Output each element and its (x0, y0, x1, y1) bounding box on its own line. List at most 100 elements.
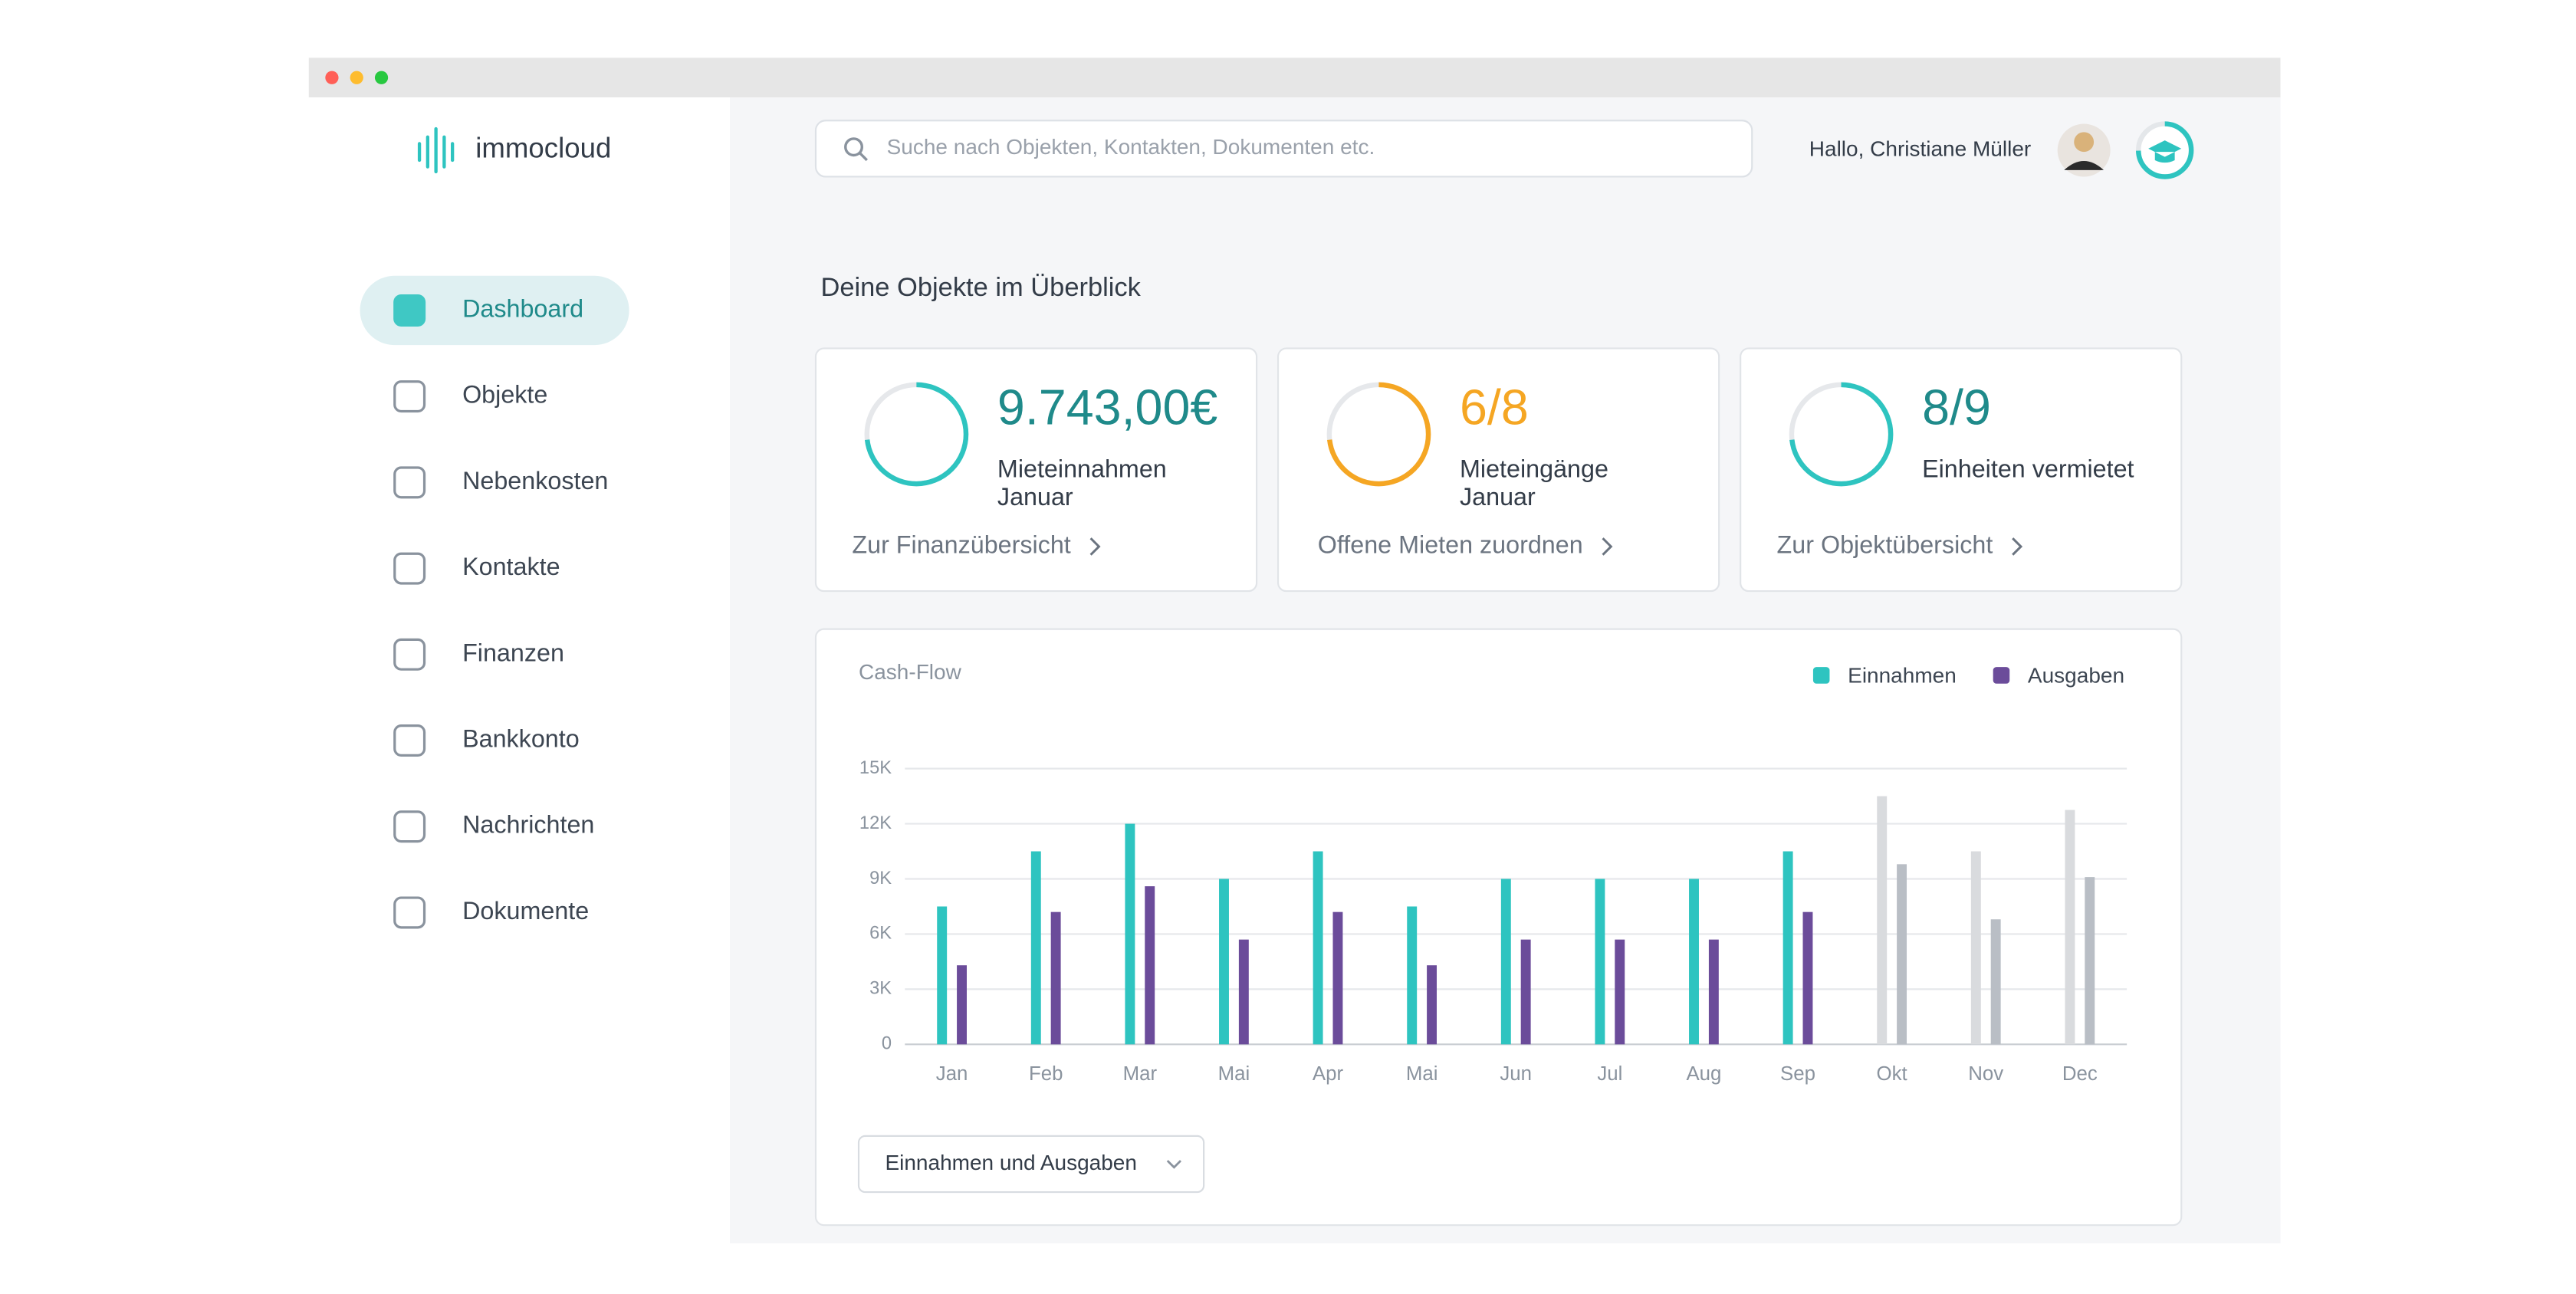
section-heading: Deine Objekte im Überblick (820, 273, 1141, 302)
card-link-chevron (1602, 537, 1613, 556)
nav-label[interactable]: Nachrichten (462, 811, 594, 839)
sidebar (308, 97, 730, 1243)
legend-swatch (1812, 667, 1830, 684)
chart-title: Cash-Flow (859, 660, 962, 684)
card-value: 8/9 (1922, 379, 1991, 435)
card-link-chevron (2012, 537, 2023, 556)
search-icon-handle (859, 153, 868, 162)
x-tick-label: Feb (1029, 1063, 1063, 1085)
nav-label[interactable]: Nebenkosten (462, 467, 608, 494)
card-value: 9.743,00€ (997, 379, 1217, 435)
x-tick-label: Mai (1218, 1063, 1250, 1085)
bar (1595, 879, 1605, 1045)
nav-icon[interactable] (393, 896, 426, 929)
maximize-dot[interactable] (374, 71, 389, 84)
bar (1970, 851, 1981, 1045)
nav-label[interactable]: Bankkonto (462, 725, 580, 753)
y-tick-label: 12K (859, 813, 892, 833)
logo (417, 126, 455, 174)
bar (1897, 864, 1907, 1045)
bar (1615, 939, 1625, 1045)
nav-icon[interactable] (393, 380, 426, 413)
bar (1050, 911, 1061, 1045)
bar (1238, 939, 1249, 1045)
dropdown-chevron (1166, 1160, 1181, 1169)
bar (1520, 939, 1531, 1045)
card-link[interactable]: Offene Mieten zuordnen (1318, 530, 1583, 558)
bar (1219, 879, 1229, 1045)
card-label: Mieteingänge (1460, 455, 1608, 482)
x-tick-label: Nov (1968, 1063, 2003, 1085)
card-label: Einheiten vermietet (1922, 455, 2134, 482)
bar (1689, 879, 1699, 1045)
nav-label[interactable]: Dokumente (462, 897, 589, 925)
cash-flow-chart: Cash-Flow Einnahmen Ausgaben 0 3K 6K 9K 12K 15K J… (859, 660, 2128, 1085)
card-value: 6/8 (1460, 379, 1529, 435)
y-tick-label: 15K (859, 758, 892, 778)
card-link-chevron (1089, 537, 1101, 556)
nav-icon[interactable] (393, 466, 426, 499)
legend-swatch (1993, 667, 2010, 684)
summary-card (1277, 347, 1720, 593)
card-label: Januar (1460, 483, 1536, 511)
bar (1708, 939, 1719, 1045)
x-tick-label: Aug (1686, 1063, 1721, 1085)
card-label: Mieteinnahmen (997, 455, 1167, 482)
card-ring (1326, 382, 1431, 487)
card-ring (864, 382, 969, 487)
x-tick-label: Mai (1406, 1063, 1438, 1085)
minimize-dot[interactable] (350, 71, 363, 84)
x-tick-label: Sep (1780, 1063, 1815, 1085)
y-tick-label: 0 (882, 1034, 892, 1054)
x-tick-label: Jun (1500, 1063, 1532, 1085)
bar (1427, 965, 1438, 1045)
summary-card (1740, 347, 2183, 593)
bar (1332, 911, 1343, 1045)
card-ring (1789, 382, 1894, 487)
bar (1877, 796, 1888, 1045)
bar (1313, 851, 1323, 1045)
bar (937, 906, 948, 1045)
card-link[interactable]: Zur Finanzübersicht (852, 530, 1070, 558)
legend-label: Einnahmen (1848, 663, 1957, 687)
dropdown-label: Einnahmen und Ausgaben (885, 1151, 1136, 1174)
dropdown[interactable] (857, 1135, 1205, 1194)
x-tick-label: Okt (1877, 1063, 1907, 1085)
nav-label[interactable]: Finanzen (462, 639, 564, 666)
nav-icon[interactable] (393, 724, 426, 757)
nav-icon[interactable] (393, 552, 426, 585)
x-tick-label: Jan (936, 1063, 968, 1085)
bar (1802, 911, 1813, 1045)
bar (1783, 851, 1793, 1045)
x-tick-label: Apr (1313, 1063, 1344, 1085)
window-bar (308, 57, 2281, 98)
search-box[interactable] (814, 120, 1753, 178)
bar (1500, 879, 1511, 1045)
nav-icon[interactable] (393, 638, 426, 671)
legend-label: Ausgaben (2028, 663, 2124, 687)
card-label: Januar (997, 483, 1073, 511)
nav-active-pill (360, 275, 629, 346)
nav-icon[interactable] (393, 810, 426, 843)
nav-label[interactable]: Dashboard (462, 294, 583, 322)
x-tick-label: Dec (2062, 1063, 2098, 1085)
academy-ring (2136, 121, 2194, 179)
bar (1030, 851, 1041, 1045)
avatar-head (2074, 132, 2095, 153)
academy-icon (2148, 140, 2182, 163)
close-dot[interactable] (325, 71, 339, 84)
bar (1990, 919, 2001, 1045)
nav-icon[interactable] (393, 294, 426, 327)
search-placeholder: Suche nach Objekten, Kontakten, Dokument… (887, 135, 1375, 159)
app-name: immocloud (475, 133, 611, 164)
nav-label[interactable]: Kontakte (462, 553, 560, 580)
nav-label[interactable]: Objekte (462, 381, 547, 409)
navigation: Dashboard Objekte Nebenkosten Kontakte Finan… (360, 275, 629, 929)
x-tick-label: Jul (1597, 1063, 1622, 1085)
card-link[interactable]: Zur Objektübersicht (1777, 530, 1993, 558)
bar (2065, 810, 2075, 1045)
bar (1145, 886, 1155, 1045)
